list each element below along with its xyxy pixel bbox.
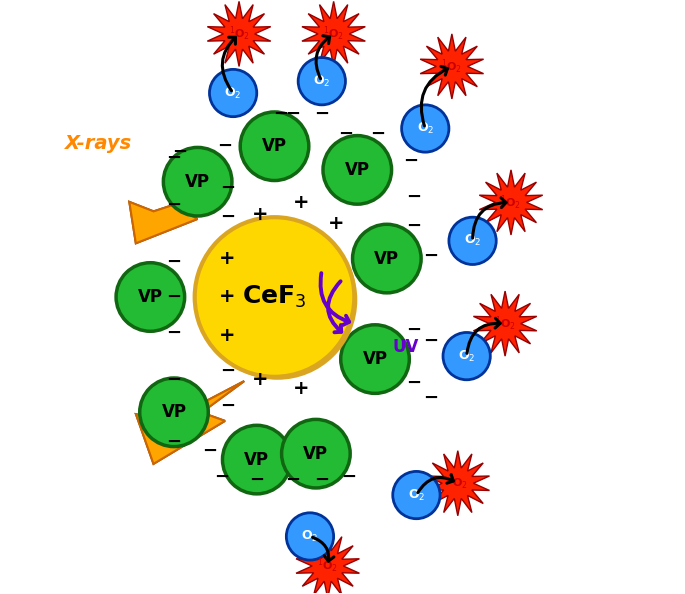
Text: −: −	[338, 125, 353, 143]
Text: O$_2$: O$_2$	[458, 349, 475, 364]
Text: −: −	[166, 252, 182, 270]
Text: −: −	[166, 433, 182, 451]
Text: VP: VP	[374, 249, 399, 267]
Circle shape	[116, 263, 185, 331]
Text: −: −	[423, 332, 439, 350]
Text: $^1$O$_2$: $^1$O$_2$	[229, 25, 249, 43]
Text: −: −	[423, 388, 439, 406]
Text: O$_2$: O$_2$	[464, 233, 482, 248]
Text: +: +	[293, 379, 310, 398]
Circle shape	[140, 378, 208, 447]
Text: $^1$O$_2$: $^1$O$_2$	[317, 557, 338, 575]
Circle shape	[393, 472, 440, 519]
Circle shape	[198, 220, 358, 380]
Circle shape	[401, 105, 449, 152]
Polygon shape	[129, 190, 218, 244]
Text: O$_2$: O$_2$	[225, 86, 242, 100]
Text: −: −	[202, 442, 217, 460]
Polygon shape	[302, 1, 365, 67]
Text: −: −	[285, 471, 300, 489]
Text: $^1$O$_2$: $^1$O$_2$	[501, 193, 521, 211]
Text: O$_2$: O$_2$	[313, 74, 330, 89]
Text: +: +	[219, 249, 236, 268]
Text: −: −	[220, 397, 235, 415]
Text: −: −	[406, 217, 421, 235]
Text: +: +	[251, 370, 268, 389]
Text: VP: VP	[162, 403, 186, 421]
Text: −: −	[220, 362, 235, 380]
Circle shape	[223, 425, 291, 494]
Text: −: −	[406, 321, 421, 339]
Polygon shape	[208, 1, 271, 67]
Circle shape	[340, 325, 410, 393]
Text: −: −	[314, 471, 329, 489]
Text: VP: VP	[138, 288, 163, 306]
Text: −: −	[371, 125, 386, 143]
Circle shape	[323, 135, 392, 204]
Text: CeF$_3$: CeF$_3$	[242, 284, 307, 310]
Circle shape	[210, 69, 257, 116]
Text: −: −	[314, 105, 329, 123]
Text: VP: VP	[303, 445, 328, 463]
Text: −: −	[406, 188, 421, 206]
Text: +: +	[219, 326, 236, 345]
Text: −: −	[423, 247, 439, 264]
Text: +: +	[328, 214, 345, 233]
Polygon shape	[129, 190, 218, 244]
Text: $^1$O$_2$: $^1$O$_2$	[441, 57, 462, 75]
Text: −: −	[166, 197, 182, 214]
Text: $^1$O$_2$: $^1$O$_2$	[495, 314, 516, 333]
Text: −: −	[406, 374, 421, 391]
Text: +: +	[293, 193, 310, 212]
Text: −: −	[220, 208, 235, 226]
Text: +: +	[219, 287, 236, 307]
Circle shape	[286, 513, 334, 560]
Text: VP: VP	[362, 350, 388, 368]
Polygon shape	[479, 170, 543, 235]
Polygon shape	[136, 381, 245, 464]
Text: −: −	[166, 288, 182, 306]
Text: −: −	[166, 324, 182, 342]
Text: $^1$O$_2$: $^1$O$_2$	[447, 474, 469, 492]
Text: VP: VP	[185, 173, 210, 191]
Polygon shape	[296, 533, 360, 594]
Text: +: +	[251, 205, 268, 224]
Text: VP: VP	[262, 137, 287, 155]
Polygon shape	[426, 451, 490, 516]
Polygon shape	[136, 381, 245, 464]
Text: $^1$O$_2$: $^1$O$_2$	[323, 25, 344, 43]
Text: −: −	[220, 179, 235, 197]
Circle shape	[282, 419, 350, 488]
Polygon shape	[473, 291, 537, 356]
Text: −: −	[273, 105, 288, 123]
Text: −: −	[249, 471, 264, 489]
Circle shape	[449, 217, 496, 264]
Text: −: −	[285, 105, 300, 123]
Circle shape	[195, 217, 354, 377]
Circle shape	[443, 333, 490, 380]
Text: VP: VP	[245, 451, 269, 469]
Text: −: −	[216, 137, 232, 155]
Text: −: −	[166, 371, 182, 388]
Text: O$_2$: O$_2$	[416, 121, 434, 136]
Text: −: −	[166, 149, 182, 167]
Circle shape	[163, 147, 232, 216]
Text: −: −	[403, 152, 418, 170]
Text: O$_2$: O$_2$	[301, 529, 319, 544]
Text: −: −	[214, 468, 229, 486]
Circle shape	[240, 112, 309, 181]
Text: −: −	[173, 143, 188, 161]
Text: O$_2$: O$_2$	[408, 488, 425, 503]
Circle shape	[353, 225, 421, 293]
Text: VP: VP	[345, 161, 370, 179]
Text: UV: UV	[393, 338, 419, 356]
Text: X-rays: X-rays	[64, 134, 132, 153]
Circle shape	[298, 58, 345, 105]
Polygon shape	[420, 34, 484, 99]
Text: −: −	[341, 468, 356, 486]
